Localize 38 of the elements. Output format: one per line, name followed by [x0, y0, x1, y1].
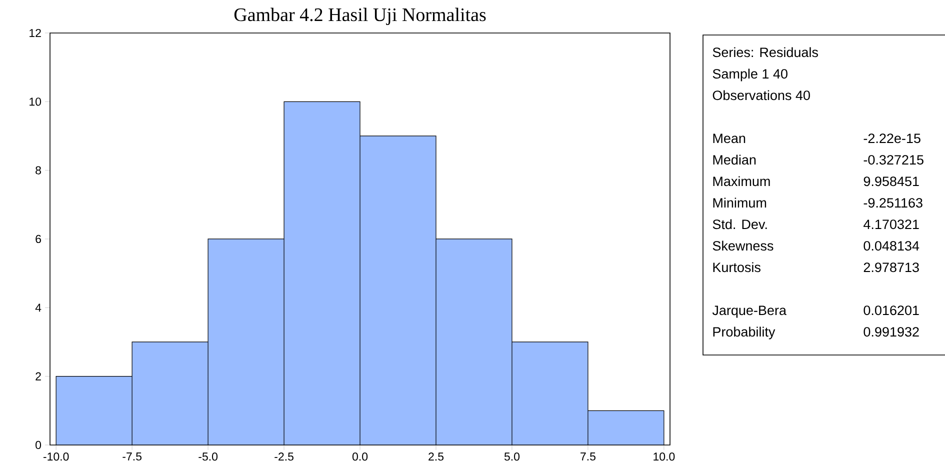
x-tick-label: -10.0: [44, 452, 69, 461]
x-tick-label: 0.0: [352, 452, 368, 461]
chart-title: Gambar 4.2 Hasil Uji Normalitas: [234, 8, 486, 26]
text: Jarque-Bera: [712, 306, 786, 318]
text: Skewness: [712, 240, 774, 251]
text: Series: Residuals: [712, 47, 818, 58]
text: Median: [713, 154, 756, 165]
text: 0.991932: [864, 327, 919, 337]
text: Kurtosis: [713, 262, 760, 272]
y-tick-label: 2: [36, 372, 41, 380]
text: Observations 40: [712, 90, 810, 100]
x-tick-label: 5.0: [504, 452, 520, 461]
y-tick-label: 10: [30, 98, 42, 106]
y-tick-label: 12: [30, 28, 41, 37]
y-tick-label: 6: [36, 234, 41, 244]
text: Sample 1 40: [712, 68, 788, 82]
text: -2.22e-15: [864, 134, 920, 144]
text: Maximum: [713, 176, 770, 186]
x-tick-label: -2.5: [274, 452, 294, 461]
text: 2.978713: [864, 262, 919, 272]
text: Probability: [713, 326, 776, 340]
text: 9.958451: [864, 176, 919, 186]
y-tick-label: 8: [36, 166, 41, 174]
text: Minimum: [713, 198, 766, 208]
x-tick-label: 2.5: [428, 452, 444, 461]
x-tick-label: 7.5: [580, 452, 596, 461]
text: 4.170321: [864, 220, 919, 230]
y-tick-label: 0: [36, 440, 42, 450]
text: 0.016201: [864, 306, 919, 316]
x-tick-label: -7.5: [122, 452, 142, 461]
text: Mean: [713, 134, 746, 144]
text: Std. Dev.: [712, 219, 767, 230]
y-tick-label: 4: [35, 304, 42, 312]
x-tick-label: 10.0: [654, 452, 675, 461]
text: 0.048134: [864, 241, 920, 251]
text: -9.251163: [864, 198, 922, 208]
x-tick-label: -5.0: [198, 452, 218, 461]
text: -0.327215: [864, 155, 924, 165]
